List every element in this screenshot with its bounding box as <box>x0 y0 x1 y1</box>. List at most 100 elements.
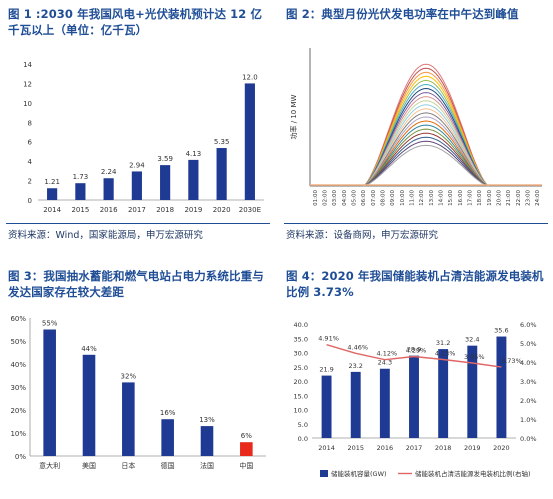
chart4-bar <box>379 368 390 438</box>
chart4-xtick-label: 2019 <box>464 444 481 452</box>
chart1-xtick-label: 2016 <box>100 206 118 214</box>
chart2: 功率 / 10 MW 01:00 02:00 03:00 04:00 05:00 06:00… <box>289 48 542 206</box>
chart2-xtick-label: 06:00 <box>361 190 367 206</box>
chart1-ytick-label: 0 <box>28 197 32 205</box>
chart1-xtick-label: 2020 <box>213 206 231 214</box>
chart4-bar-value-label: 23.2 <box>348 362 362 370</box>
chart3-ytick-label: 10% <box>10 430 26 438</box>
chart1-ytick-label: 8 <box>28 119 32 127</box>
chart1-bar <box>216 148 227 200</box>
chart2-xtick-label: 07:00 <box>371 190 377 206</box>
chart1-value-label: 5.35 <box>214 138 230 146</box>
chart1-value-label: 12.0 <box>242 73 258 81</box>
chart2-xtick-label: 20:00 <box>497 190 503 206</box>
chart1-ytick-label: 10 <box>23 100 32 108</box>
chart2-series-line <box>362 75 490 187</box>
chart4-xtick-label: 2020 <box>493 444 510 452</box>
chart2-xtick-label: 01:00 <box>313 190 319 206</box>
chart4-ytick-label: 15.0 <box>294 392 308 400</box>
chart3-xtick-label: 日本 <box>121 461 135 470</box>
chart4-ytick-label: 40.0 <box>294 321 308 329</box>
chart2-xtick-label: 12:00 <box>419 190 425 206</box>
chart1-bar <box>244 83 255 200</box>
chart4-ytick-label: 10.0 <box>294 407 308 415</box>
chart2-series-line <box>362 92 490 187</box>
chart4-bar <box>350 371 361 438</box>
chart2-series-line <box>362 112 490 187</box>
chart3-bar <box>200 426 214 456</box>
chart1-xtick-label: 2019 <box>184 206 202 214</box>
chart2-xtick-label: 21:00 <box>506 190 512 206</box>
chart3-bar <box>82 354 96 456</box>
chart3-xtick-label: 德国 <box>161 461 175 470</box>
chart3-value-label: 16% <box>160 409 176 417</box>
chart2-xtick-label: 17:00 <box>468 190 474 206</box>
chart1-source: 资料来源：Wind，国家能源局，申万宏源研究 <box>8 230 203 241</box>
chart3-value-label: 13% <box>199 416 215 424</box>
chart4-line-value-label: 3.95% <box>464 353 485 361</box>
chart2-xtick-label: 23:00 <box>526 190 532 206</box>
chart4-y2tick-label: 2.0% <box>520 397 537 405</box>
chart4-legend-swatch-bars <box>320 470 328 477</box>
chart2-source: 资料来源：设备商网，申万宏源研究 <box>286 230 439 241</box>
chart3-ytick-label: 60% <box>10 315 26 323</box>
chart4-bar-value-label: 32.4 <box>465 336 479 344</box>
chart4-y2tick-label: 5.0% <box>520 340 537 348</box>
chart2-series-line <box>362 83 490 187</box>
chart2-series-line <box>363 116 489 187</box>
chart4-ytick-label: 35.0 <box>294 335 308 343</box>
chart2-xtick-label: 16:00 <box>458 190 464 206</box>
chart3-ytick-label: 20% <box>10 407 26 415</box>
chart2-xtick-label: 19:00 <box>487 190 493 206</box>
chart2-series-line <box>362 104 490 187</box>
chart1-value-label: 4.13 <box>186 150 202 158</box>
chart4-bar-value-label: 35.6 <box>494 327 508 335</box>
chart1-bar <box>160 165 171 200</box>
chart3-xtick-label: 美国 <box>82 461 96 470</box>
chart4-bar <box>496 336 507 438</box>
chart3-value-label: 6% <box>241 432 252 440</box>
chart4-bar <box>438 349 449 438</box>
chart2-series-line <box>362 67 490 187</box>
chart1: 0 2 4 6 8 10 12 14 1.21 2014 1.73 2015 2.24 2016 2.94 2… <box>23 61 264 214</box>
chart2-series-line <box>363 144 489 187</box>
chart4: 0.0 5.0 10.0 15.0 20.0 25.0 30.0 35.0 40.0 0.0% 1.… <box>294 321 537 478</box>
chart3-bar <box>122 382 135 456</box>
chart3-xtick-label: 法国 <box>200 461 214 470</box>
chart2-xtick-label: 03:00 <box>332 190 338 206</box>
chart2-xtick-label: 13:00 <box>429 190 435 206</box>
chart4-bar <box>467 345 478 438</box>
chart2-title: 图 2：典型月份光伏发电功率在中午达到峰值 <box>286 7 519 21</box>
chart3-ytick-label: 30% <box>10 384 26 392</box>
chart1-value-label: 1.73 <box>73 173 89 181</box>
chart4-ratio-line <box>326 344 502 368</box>
chart2-xtick-label: 10:00 <box>400 190 406 206</box>
chart2-xtick-label: 24:00 <box>535 190 541 206</box>
chart2-series-line <box>362 108 490 187</box>
chart4-y2tick-label: 0.0% <box>520 435 537 443</box>
chart2-xtick-label: 08:00 <box>381 190 387 206</box>
chart1-ytick-label: 4 <box>28 158 33 166</box>
chart2-divider <box>284 223 548 224</box>
chart4-y2tick-label: 4.0% <box>520 359 537 367</box>
chart1-value-label: 2.24 <box>101 168 117 176</box>
chart3-xtick-label: 中国 <box>239 461 253 470</box>
chart1-xtick-label: 2015 <box>71 206 89 214</box>
chart4-bar <box>409 355 419 438</box>
chart2-xtick-label: 02:00 <box>323 190 329 206</box>
chart1-ytick-label: 6 <box>28 139 33 147</box>
chart4-line-value-label: 4.12% <box>377 350 398 358</box>
chart2-xtick-label: 05:00 <box>352 190 358 206</box>
chart2-series-line <box>363 124 489 187</box>
chart4-xtick-label: 2016 <box>377 444 394 452</box>
chart3-bar <box>240 442 253 456</box>
chart2-xtick-label: 04:00 <box>342 190 348 206</box>
chart4-xtick-label: 2017 <box>406 444 423 452</box>
chart4-xtick-label: 2014 <box>318 444 335 452</box>
chart3-value-label: 55% <box>42 320 58 328</box>
chart4-ytick-label: 20.0 <box>294 378 308 386</box>
chart3-bar <box>43 329 56 456</box>
chart3-value-label: 32% <box>121 372 137 380</box>
chart1-bar <box>75 183 86 200</box>
chart4-y2tick-label: 1.0% <box>520 416 537 424</box>
